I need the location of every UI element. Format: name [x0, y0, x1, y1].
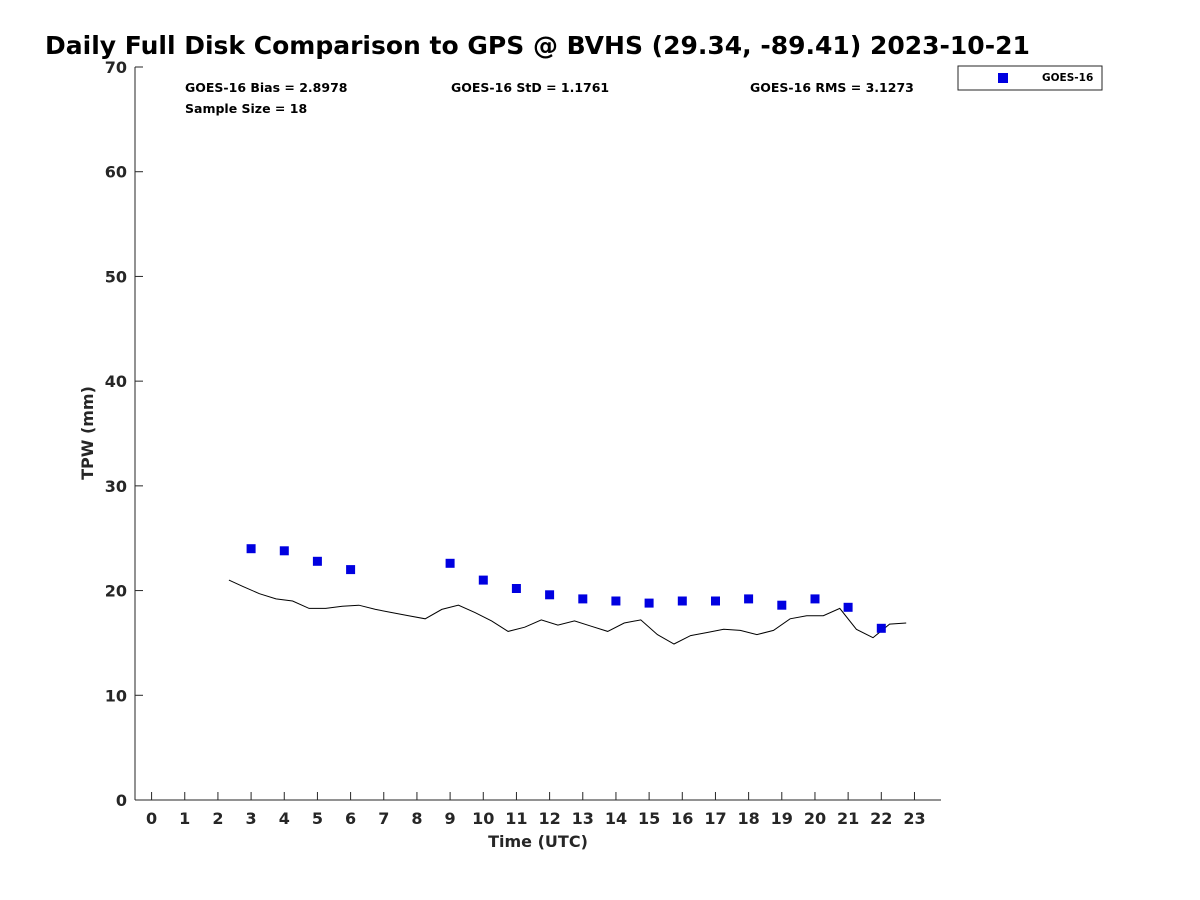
goes-16-point	[445, 558, 455, 568]
y-tick-label: 50	[105, 267, 127, 286]
x-tick-label: 17	[704, 809, 726, 828]
goes-16-point	[346, 565, 356, 575]
goes-16-marker-series	[246, 544, 886, 633]
legend-label-goes-16: GOES-16	[1042, 72, 1093, 84]
goes-16-point	[511, 584, 521, 593]
goes-16-point	[578, 594, 588, 604]
x-ticks: 0 1 2 3 4 5 6 7 8 9 10 11 12 13 14 15 16 17 18 19 20 21 22 23	[146, 792, 926, 828]
goes-16-point	[810, 594, 820, 604]
y-axis-label: TPW (mm)	[78, 386, 97, 480]
sample-size-stat: Sample Size = 18	[185, 101, 307, 116]
x-tick-label: 1	[179, 809, 190, 828]
goes-16-point	[545, 590, 555, 600]
x-tick-label: 16	[671, 809, 693, 828]
x-tick-label: 6	[345, 809, 356, 828]
chart-title: Daily Full Disk Comparison to GPS @ BVHS…	[45, 31, 1030, 60]
goes-16-point	[777, 600, 787, 610]
goes-16-point	[744, 594, 754, 604]
x-tick-label: 19	[771, 809, 793, 828]
x-axis-label: Time (UTC)	[488, 832, 588, 851]
x-tick-label: 2	[212, 809, 223, 828]
gps-line	[228, 579, 907, 645]
y-tick-label: 10	[105, 686, 127, 705]
bias-stat: GOES-16 Bias = 2.8978	[185, 80, 347, 95]
y-tick-label: 0	[116, 791, 127, 810]
goes-16-point	[711, 596, 720, 606]
goes-16-point	[876, 623, 886, 633]
x-tick-label: 10	[472, 809, 494, 828]
goes-16-point	[843, 602, 853, 612]
rms-stat: GOES-16 RMS = 3.1273	[750, 80, 914, 95]
goes-16-point	[644, 598, 654, 608]
x-tick-label: 23	[903, 809, 925, 828]
x-tick-label: 18	[737, 809, 759, 828]
legend: GOES-16	[957, 65, 1103, 91]
goes-16-point	[478, 575, 488, 585]
x-tick-label: 15	[638, 809, 660, 828]
goes-16-point	[312, 556, 322, 566]
x-tick-label: 0	[146, 809, 157, 828]
legend-marker-goes-16	[998, 73, 1008, 83]
x-tick-label: 13	[572, 809, 594, 828]
gps-line-series	[228, 579, 907, 645]
x-tick-label: 21	[837, 809, 859, 828]
x-tick-label: 8	[411, 809, 422, 828]
goes-16-point	[677, 596, 687, 606]
x-tick-label: 22	[870, 809, 892, 828]
y-tick-label: 40	[105, 372, 127, 391]
x-tick-label: 9	[445, 809, 456, 828]
x-tick-label: 7	[378, 809, 389, 828]
x-tick-label: 3	[246, 809, 257, 828]
goes-16-point	[246, 544, 256, 554]
x-tick-label: 4	[279, 809, 290, 828]
y-tick-label: 20	[105, 582, 127, 601]
y-tick-label: 70	[105, 58, 127, 77]
goes-16-point	[279, 546, 289, 556]
x-tick-label: 5	[312, 809, 323, 828]
goes-16-point	[611, 596, 621, 606]
x-tick-label: 20	[804, 809, 826, 828]
y-tick-label: 30	[105, 477, 127, 496]
y-ticks: 0 10 20 30 40 50 60 70	[105, 58, 143, 810]
axes	[134, 67, 941, 801]
x-tick-label: 14	[605, 809, 627, 828]
std-stat: GOES-16 StD = 1.1761	[451, 80, 609, 95]
x-tick-label: 12	[538, 809, 560, 828]
y-tick-label: 60	[105, 163, 127, 182]
x-tick-label: 11	[505, 809, 527, 828]
legend-box	[957, 65, 1103, 91]
